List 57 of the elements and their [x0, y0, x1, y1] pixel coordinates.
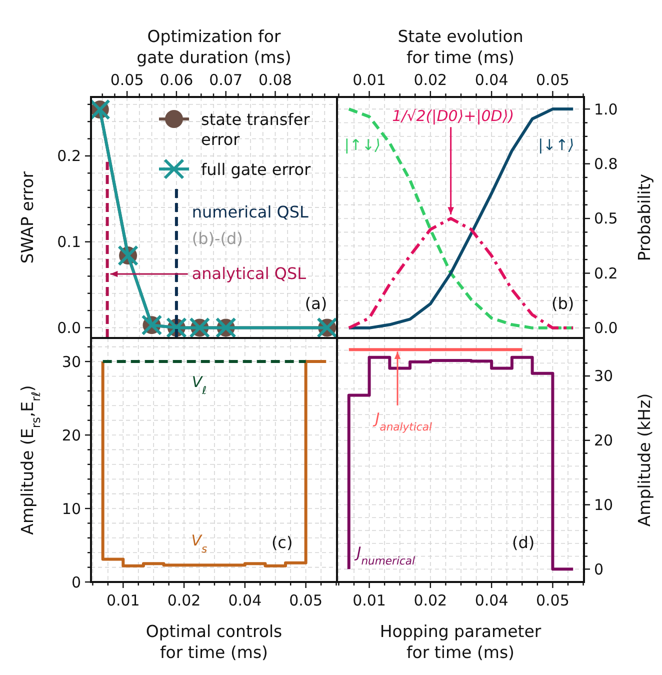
annotation: (c): [271, 532, 293, 552]
y-tick-label: 1.0: [594, 100, 618, 118]
y-tick-label: 0.5: [594, 210, 618, 228]
y-tick-label: 20: [62, 426, 81, 444]
y-axis-title: Probability: [635, 174, 654, 262]
annotation: (d): [512, 532, 535, 552]
legend-label: full gate error: [201, 160, 312, 179]
annotation: (b): [551, 294, 574, 314]
y-tick-label: 0.0: [57, 318, 81, 337]
x-tick-label: 0.05: [110, 71, 144, 89]
x-tick-label: 0.06: [160, 71, 194, 89]
x-tick-label: 0.04: [228, 591, 262, 610]
y-tick-label: 0.1: [57, 233, 81, 252]
x-tick-label: 0.01: [352, 591, 386, 610]
x-tick-label: 0.05: [536, 591, 570, 610]
text: J$_{analytical}$: [372, 409, 432, 433]
y-tick-label: 0.0: [594, 319, 618, 338]
x-axis-title: Optimization for gate duration (ms): [136, 27, 292, 67]
x-tick-label: 0.04: [474, 591, 508, 610]
x-tick-label: 0.01: [106, 591, 140, 610]
line-series: [347, 108, 575, 330]
series-label: V$_{s}$: [191, 531, 208, 555]
y-axis-title: Amplitude (kHz): [635, 393, 654, 527]
y-tick-label: 0: [594, 560, 604, 578]
x-axis-title: Hopping parameter for time (ms): [380, 622, 542, 662]
x-axis-title: Optimal controls for time (ms): [146, 622, 282, 662]
x-tick-label: 0.04: [474, 71, 508, 89]
x-tick-label: 0.07: [209, 71, 243, 89]
x-tick-label: 0.02: [414, 591, 448, 610]
annotation: (a): [304, 294, 328, 314]
y-axis-title: SWAP error: [18, 171, 37, 264]
x-tick-label: 0.02: [167, 591, 201, 610]
y-tick-label: 0.2: [57, 147, 81, 166]
y-tick-label: 10: [594, 496, 614, 514]
x-tick-label: 0.01: [352, 71, 386, 89]
series-label: |↓↑⟩: [538, 136, 574, 154]
series-label: |↑↓⟩: [344, 136, 380, 154]
y-tick-label: 30: [62, 352, 81, 371]
y-tick-label: 0.2: [594, 264, 618, 282]
line-series: [347, 216, 575, 330]
series-label: J$_{numerical}$: [354, 544, 416, 568]
y-tick-label: 30: [594, 367, 614, 386]
legend-label: state transfer error: [201, 110, 310, 149]
annotation: (b)-(d): [192, 229, 243, 248]
x-tick-label: 0.02: [414, 71, 448, 89]
series-label: V$_{ℓ}$: [192, 372, 207, 396]
annotation: analytical QSL: [192, 264, 306, 283]
x-axis-title: State evolution for time (ms): [398, 27, 524, 67]
x-tick-label: 0.05: [536, 71, 570, 89]
x-tick-label: 0.08: [258, 71, 292, 89]
y-tick-label: 20: [594, 432, 614, 450]
y-tick-label: 0: [71, 573, 81, 592]
text: 1/√2(|D0⟩+|0D⟩): [392, 107, 514, 126]
x-tick-label: 0.05: [289, 591, 323, 610]
annotation: numerical QSL: [192, 202, 308, 222]
y-tick-label: 0.8: [594, 155, 618, 174]
y-tick-label: 10: [62, 500, 81, 518]
